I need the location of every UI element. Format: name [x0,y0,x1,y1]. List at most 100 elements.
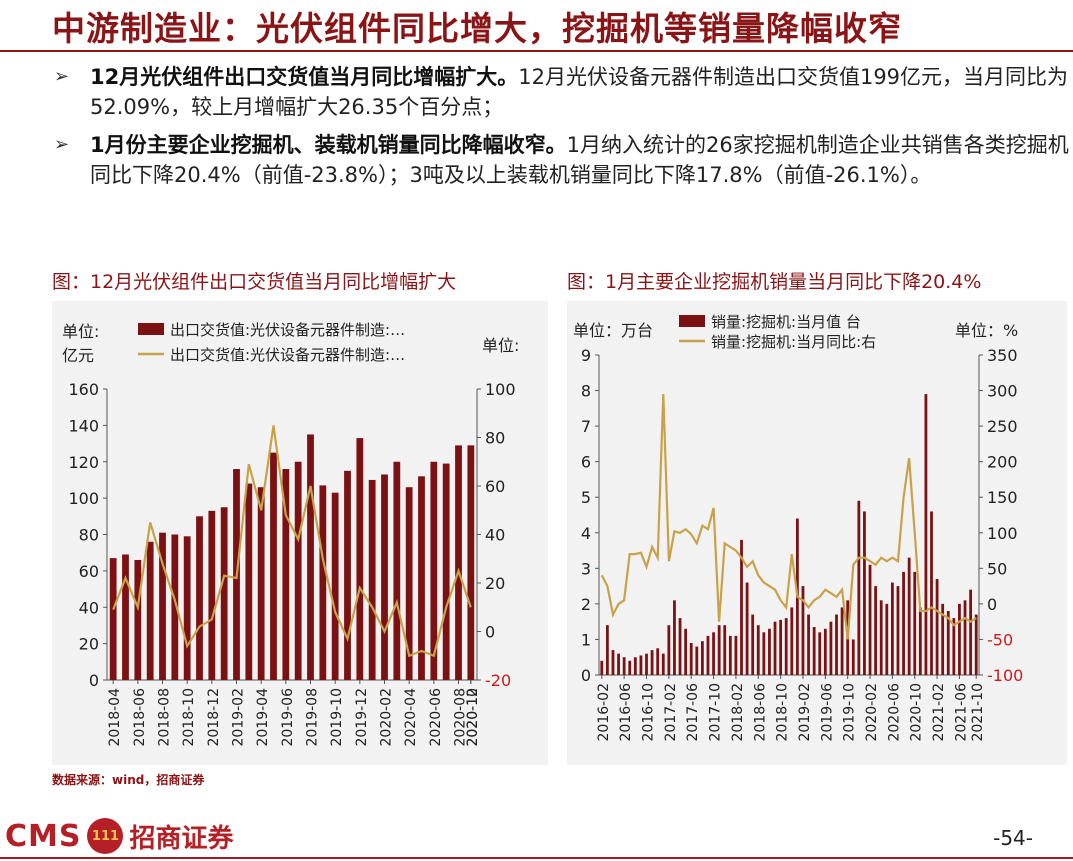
right-tick-label: 100 [987,524,1018,543]
right-tick-label: 350 [987,346,1018,365]
left-tick-label: 40 [79,598,99,617]
x-tick-label: 2019-02 [797,683,813,742]
x-tick-label: 2017-10 [708,683,724,742]
bar [650,650,654,675]
x-tick-label: 2018-06 [132,688,148,747]
x-tick-label: 2020-02 [379,688,395,747]
bullet-heading: 12月光伏组件出口交货值当月同比增幅扩大。 [90,65,519,89]
right-tick-label: 40 [485,526,505,545]
bar [863,511,866,675]
bar [913,571,917,675]
right-tick-label: 100 [485,380,516,399]
series-line [600,394,977,640]
right-unit-label: 单位：% [955,321,1018,340]
bar [902,571,905,675]
logo-cn: 招商证券 [129,823,234,854]
bar [762,632,766,675]
x-tick-label: 2016-06 [618,683,634,742]
bar [717,625,721,675]
bar [801,586,805,675]
left-tick-label: 6 [581,453,591,472]
bar [768,628,771,675]
x-tick-label: 2021-02 [931,683,947,742]
bar [974,614,978,675]
right-tick-label: 300 [987,382,1018,401]
bar [639,655,643,675]
bar [907,557,911,675]
left-chart-panel: 图：12月光伏组件出口交货值当月同比增幅扩大 单位: 亿元 单位: 出口交货值:光伏设… [52,263,548,765]
x-tick-label: 2018-04 [107,688,123,747]
left-tick-label: 2 [581,595,591,614]
bar [467,445,475,680]
bar [857,500,861,675]
right-chart-panel: 图：1月主要企业挖掘机销量当月同比下降20.4% 单位：万台 单位：% 销量:挖掘机… [567,263,1067,765]
x-tick-label: 2018-02 [730,683,746,742]
left-chart: 单位: 亿元 单位: 出口交货值:光伏设备元器件制造:… 出口交货值:光伏设备元器件制造… [62,321,519,747]
bar [879,600,883,675]
bar [885,603,889,675]
bar [418,476,425,680]
x-tick-label: 2020-12 [465,688,481,747]
left-tick-label: 7 [581,417,591,436]
logo-en: CMS [5,818,82,854]
bar [840,607,844,675]
bar [344,470,351,680]
bar [818,632,822,675]
x-tick-label: 2020-02 [864,683,880,742]
bar [773,621,777,675]
bullet-item: ➢ 12月光伏组件出口交货值当月同比增幅扩大。12月光伏设备元器件制造出口交货值… [52,62,1072,122]
right-tick-label: 60 [485,477,505,496]
bar [605,625,609,675]
bar [874,586,878,675]
bar [723,625,727,675]
x-tick-label: 2019-02 [231,688,247,747]
bar [633,657,637,675]
bar [678,618,682,675]
bar [183,536,191,680]
bar [331,492,339,680]
bar [270,452,277,680]
bar [823,628,827,675]
legend-line-label: 出口交货值:光伏设备元器件制造:… [170,346,405,364]
left-tick-label: 4 [581,524,591,543]
left-tick-label: 100 [68,489,99,508]
bar [393,461,401,680]
arrow-bullet-icon: ➢ [54,66,70,87]
bullet-heading: 1月份主要企业挖掘机、装载机销量同比降幅收窄。 [90,133,567,157]
bar [405,487,413,680]
bar [756,625,760,675]
x-tick-label: 2020-10 [465,688,481,747]
right-tick-label: -20 [485,671,511,690]
right-tick-label: -100 [987,666,1023,685]
bar [146,541,154,680]
bar [282,469,290,680]
left-tick-label: 8 [581,382,591,401]
bar [779,619,783,675]
page-number: -54- [993,826,1033,850]
bar [368,479,376,680]
legend-bar-label: 出口交货值:光伏设备元器件制造:… [170,321,405,339]
page-title: 中游制造业：光伏组件同比增大，挖掘机等销量降幅收窄 [52,9,902,48]
bar [941,603,945,675]
bar [381,474,388,680]
bar [159,532,166,680]
x-tick-label: 2017-02 [663,683,679,742]
left-tick-label: 0 [89,671,99,690]
right-tick-label: 50 [987,559,1007,578]
bar [829,621,833,675]
bar [684,628,688,675]
bar [728,635,732,675]
x-tick-label: 2018-06 [752,683,768,742]
x-tick-label: 2019-06 [819,683,835,742]
bar [600,660,604,675]
bar [220,507,228,680]
title-divider [0,50,1073,52]
x-tick-label: 2018-12 [206,688,222,747]
bar [924,394,928,675]
right-chart-title: 图：1月主要企业挖掘机销量当月同比下降20.4% [567,263,1067,301]
left-tick-label: 5 [581,488,591,507]
left-tick-label: 20 [79,635,99,654]
bar [661,653,665,675]
right-tick-label: -50 [987,630,1013,649]
bar [673,600,676,675]
